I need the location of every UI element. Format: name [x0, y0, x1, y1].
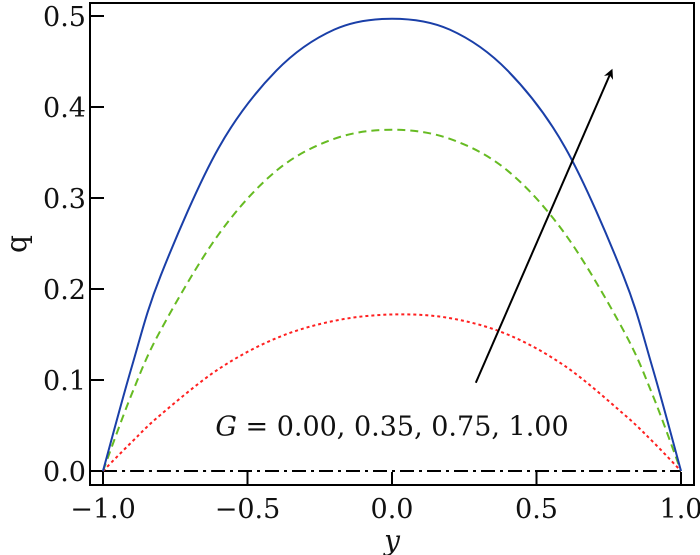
x-tick-label: −1.0	[70, 494, 136, 525]
x-tick-label: 0.5	[515, 494, 558, 525]
series-line-g-0-35	[102, 313, 682, 472]
y-axis-label: q	[0, 235, 33, 253]
y-tick-label: 0.5	[43, 2, 86, 33]
plot-frame	[89, 2, 695, 486]
annotation-label: G = 0.00, 0.35, 0.75, 1.00	[215, 412, 568, 443]
x-tick-label: −0.5	[215, 494, 281, 525]
y-tick-label: 0.2	[43, 275, 86, 306]
x-tick-label: 0.0	[371, 494, 414, 525]
annotation-prefix: G	[215, 412, 237, 443]
series-line-g-1	[102, 17, 682, 472]
y-tick-label: 0.3	[43, 184, 86, 215]
y-tick-label: 0.1	[43, 366, 86, 397]
y-tick-label: 0.4	[43, 93, 86, 124]
arrow-increasing-g	[474, 68, 614, 384]
series-line-g-0-75	[102, 128, 682, 472]
annotation-text: = 0.00, 0.35, 0.75, 1.00	[237, 412, 569, 443]
x-axis-label: y	[382, 524, 401, 555]
y-tick-label: 0.0	[43, 457, 86, 488]
x-tick-label: 1.0	[660, 494, 700, 525]
